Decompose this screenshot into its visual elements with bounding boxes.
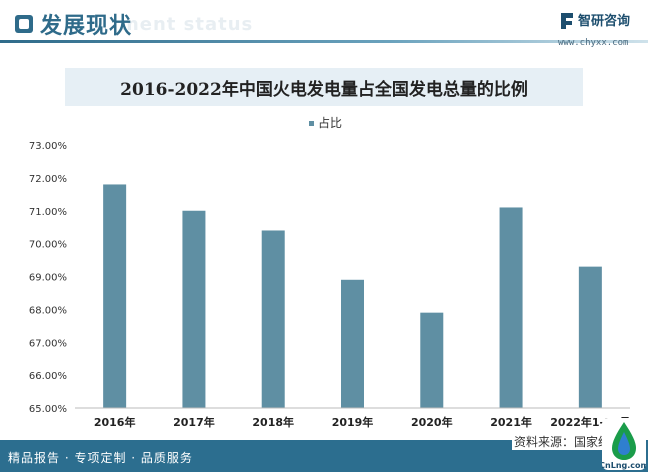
x-tick-label: 2016年	[94, 415, 136, 429]
chart-legend: 占比	[309, 115, 342, 130]
y-axis: 65.00% 66.00% 67.00% 68.00% 69.00% 70.00% 71.0…	[29, 141, 67, 415]
legend-label: 占比	[318, 115, 342, 130]
x-axis-labels: 2016年 2017年 2018年 2019年 2020年 2021年 2022年1-11月	[94, 415, 631, 429]
y-tick-label: 69.00%	[29, 273, 67, 284]
x-tick-label: 2018年	[252, 415, 294, 429]
chart-title-box: 2016-2022年中国火电发电量占全国发电总量的比例	[65, 68, 583, 106]
y-tick-label: 71.00%	[29, 207, 67, 218]
y-tick-label: 72.00%	[29, 174, 67, 185]
bar	[341, 279, 364, 408]
y-tick-label: 67.00%	[29, 338, 67, 349]
legend-swatch	[309, 121, 314, 126]
x-tick-label: 2020年	[411, 415, 453, 429]
page-header: ment status 发展现状 智研咨询 www.chyxx.com	[0, 0, 648, 56]
logo-text: 智研咨询	[578, 14, 631, 29]
y-tick-label: 70.00%	[29, 240, 67, 251]
header-marker-icon	[15, 15, 33, 33]
y-tick-label: 66.00%	[29, 371, 67, 382]
cnlng-badge-icon: CnLng.com	[602, 418, 646, 470]
page-title: 发展现状	[40, 14, 133, 39]
y-tick-label: 68.00%	[29, 305, 67, 316]
bar	[103, 184, 127, 408]
chart-title: 2016-2022年中国火电发电量占全国发电总量的比例	[120, 79, 528, 100]
bar-chart: 占比 65.00% 66.00% 67.00% 68.00% 69.00% 70.00% 7…	[29, 115, 631, 429]
bar	[182, 210, 206, 408]
bar	[578, 266, 602, 408]
header-watermark-subtitle: ment status	[120, 14, 254, 35]
y-tick-label: 73.00%	[29, 141, 67, 152]
badge-text: CnLng.com	[602, 461, 646, 470]
bar	[499, 207, 523, 408]
header-divider	[0, 40, 648, 43]
x-tick-label: 2021年	[490, 415, 532, 429]
x-tick-label: 2019年	[332, 415, 374, 429]
bar	[420, 312, 444, 408]
x-tick-label: 2017年	[173, 415, 215, 429]
bar	[261, 230, 285, 408]
bars	[103, 184, 602, 408]
footer-slogan: 精品报告 · 专项定制 · 品质服务	[8, 451, 193, 465]
chyxx-logo-icon	[561, 13, 573, 29]
logo-url: www.chyxx.com	[558, 38, 629, 48]
y-tick-label: 65.00%	[29, 404, 67, 415]
